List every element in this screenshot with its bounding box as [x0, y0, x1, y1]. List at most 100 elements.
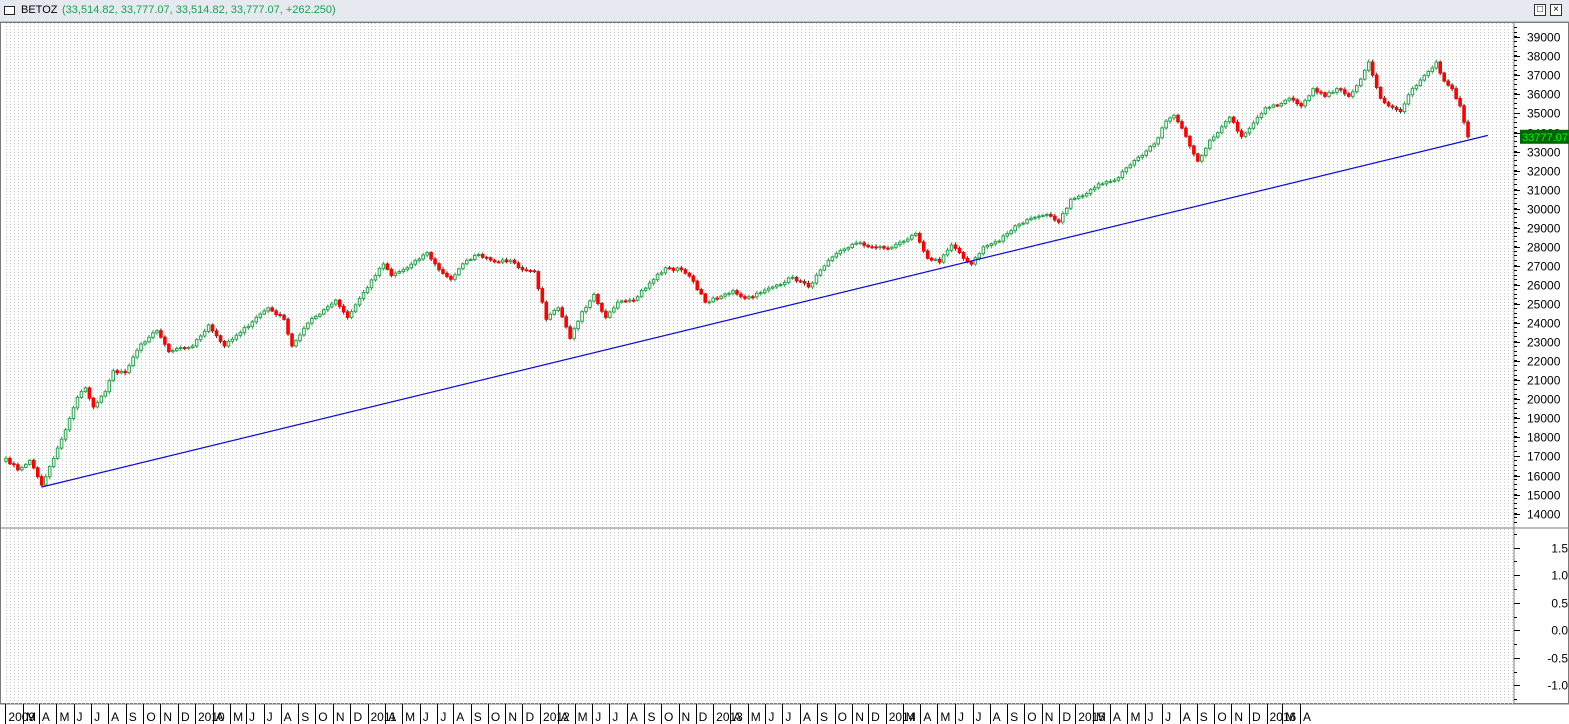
candle-up — [1100, 183, 1105, 186]
time-axis-label: 2016 — [1270, 710, 1297, 724]
candle-up — [242, 327, 247, 334]
candle-up — [786, 277, 791, 283]
candle-up — [234, 334, 239, 340]
candle-down — [1378, 86, 1383, 99]
candle-down — [564, 316, 568, 328]
price-axis-label: 37000 — [1527, 69, 1561, 83]
price-chart[interactable]: 14000 15000 16000 17000 18000 19000 20000 21000… — [0, 22, 1569, 724]
candle-up — [659, 272, 664, 275]
candle-down — [345, 311, 350, 318]
candle-up — [755, 292, 759, 298]
candle-down — [1231, 116, 1236, 123]
candle-up — [461, 263, 465, 270]
candle-down — [123, 370, 127, 374]
candle-up — [814, 274, 819, 284]
candle-up — [1132, 159, 1137, 166]
candle-up — [584, 306, 588, 313]
time-axis-label: A — [456, 710, 464, 724]
candle-up — [1152, 143, 1156, 147]
candle-up — [910, 234, 914, 240]
price-axis-label: 25000 — [1527, 298, 1561, 312]
price-axis-label: 39000 — [1527, 31, 1561, 45]
candle-up — [1215, 132, 1220, 138]
candle-down — [568, 326, 572, 339]
candle-up — [194, 339, 199, 347]
candle-down — [437, 263, 441, 271]
candle-up — [858, 242, 862, 245]
candle-down — [167, 343, 171, 353]
candle-up — [774, 284, 779, 288]
candle-down — [1454, 88, 1458, 100]
candle-up — [1243, 132, 1248, 137]
candle-down — [337, 299, 342, 307]
candle-up — [377, 268, 382, 277]
candle-up — [131, 356, 135, 367]
candle-up — [763, 289, 767, 294]
candle-down — [210, 324, 215, 332]
price-axis-label: 21000 — [1527, 374, 1561, 388]
close-button[interactable]: × — [1550, 4, 1562, 16]
candle-down — [1239, 130, 1244, 137]
candle-up — [1422, 74, 1427, 81]
time-axis-label: N — [1045, 710, 1054, 724]
candle-up — [1211, 136, 1216, 141]
candle-up — [822, 265, 827, 271]
candle-up — [294, 340, 298, 347]
candle-down — [596, 294, 600, 304]
candle-up — [51, 457, 56, 468]
candle-up — [1116, 177, 1121, 181]
candle-up — [266, 307, 270, 312]
candle-up — [1112, 179, 1117, 182]
time-axis-label: D — [871, 710, 880, 724]
candle-down — [862, 242, 866, 246]
candle-up — [778, 284, 783, 287]
candle-up — [202, 330, 207, 337]
candle-down — [1458, 98, 1462, 107]
time-axis-label: D — [699, 710, 708, 724]
time-axis-label: M — [59, 710, 69, 724]
candle-up — [1434, 61, 1439, 69]
time-axis-label: J — [612, 710, 618, 724]
candle-up — [79, 391, 84, 398]
price-axis-label: 15000 — [1527, 489, 1561, 503]
candle-up — [1156, 137, 1160, 145]
time-axis-label: J — [77, 710, 83, 724]
time-axis-label: A — [803, 710, 811, 724]
candle-up — [1096, 183, 1101, 189]
time-axis-label: S — [820, 710, 828, 724]
candle-down — [496, 261, 501, 264]
candle-down — [520, 267, 525, 271]
candle-up — [949, 244, 954, 251]
candle-up — [469, 258, 473, 261]
candle-up — [639, 289, 644, 298]
candle-up — [306, 322, 310, 329]
candle-up — [592, 294, 596, 302]
candle-up — [171, 349, 175, 353]
time-axis-label: D — [525, 710, 534, 724]
time-axis-label: M — [578, 710, 588, 724]
candle-up — [723, 293, 727, 297]
candle-up — [1084, 193, 1089, 197]
indicator-axis-label: -0.5 — [1547, 652, 1568, 666]
candle-down — [528, 270, 533, 273]
candle-up — [1223, 121, 1228, 128]
candle-up — [1335, 88, 1339, 93]
time-axis-label: A — [1113, 710, 1121, 724]
time-axis-label: J — [94, 710, 100, 724]
candle-up — [95, 401, 100, 408]
candle-up — [985, 244, 990, 248]
candle-up — [898, 241, 902, 246]
candle-down — [1450, 84, 1454, 90]
candle-up — [1037, 215, 1041, 218]
candle-up — [1283, 99, 1288, 105]
time-axis-label: D — [353, 710, 362, 724]
candle-up — [20, 466, 24, 471]
time-axis-label: S — [1010, 710, 1018, 724]
candle-down — [600, 302, 604, 312]
support-trendline[interactable] — [41, 134, 1489, 488]
candle-up — [353, 304, 358, 313]
candle-up — [83, 387, 88, 393]
maximize-button[interactable]: □ — [1534, 4, 1546, 16]
candle-up — [731, 290, 735, 294]
time-axis-label: 2015 — [1078, 710, 1105, 724]
